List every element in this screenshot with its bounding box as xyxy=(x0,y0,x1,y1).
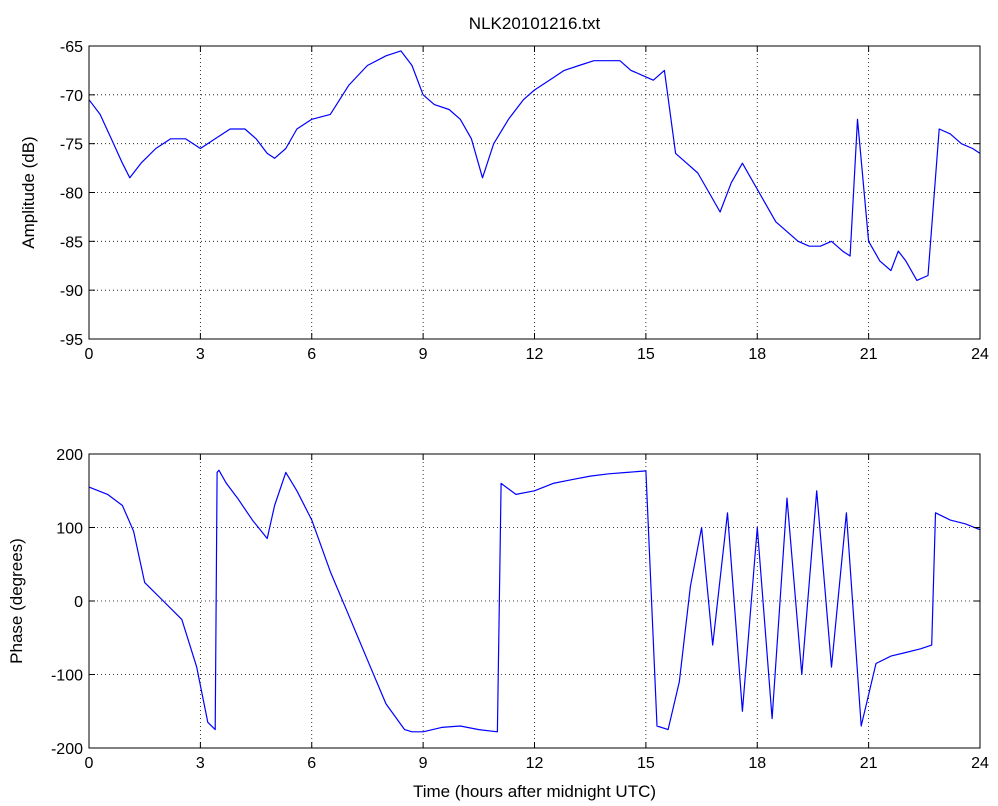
x-tick-label: 9 xyxy=(419,755,428,772)
x-tick-label: 12 xyxy=(526,346,544,363)
x-axis-label: Time (hours after midnight UTC) xyxy=(413,782,656,801)
x-tick-label: 12 xyxy=(526,755,544,772)
y-tick-label: -90 xyxy=(60,283,83,300)
x-tick-label: 18 xyxy=(748,346,766,363)
y-tick-label: -75 xyxy=(60,137,83,154)
y-tick-label: 100 xyxy=(56,521,83,538)
x-tick-label: 15 xyxy=(637,755,655,772)
amplitude-plot: 0 3 6 9 12 15 18 21 24 -95 -90 -85 -80 -75 -70 -65 NLK20… xyxy=(19,14,989,363)
x-tick-label: 3 xyxy=(196,755,205,772)
phase-plot: 0 3 6 9 12 15 18 21 24 -200 -100 0 100 200 Phase (degr… xyxy=(7,447,989,801)
y-tick-label: -80 xyxy=(60,186,83,203)
x-tick-label: 21 xyxy=(860,346,878,363)
x-tick-label: 24 xyxy=(971,346,989,363)
y-axis-label: Phase (degrees) xyxy=(7,538,26,664)
x-tick-label: 24 xyxy=(971,755,989,772)
y-tick-label: 200 xyxy=(56,447,83,464)
chart-title: NLK20101216.txt xyxy=(469,14,601,33)
y-tick-label: -95 xyxy=(60,332,83,349)
series-line xyxy=(88,469,981,733)
y-tick-label: -200 xyxy=(51,741,83,758)
series-line xyxy=(88,50,981,281)
y-axis-label: Amplitude (dB) xyxy=(19,136,38,248)
x-tick-label: 6 xyxy=(307,346,316,363)
x-tick-label: 9 xyxy=(419,346,428,363)
y-tick-label: -65 xyxy=(60,39,83,56)
y-tick-label: -70 xyxy=(60,88,83,105)
y-tick-label: -85 xyxy=(60,234,83,251)
x-tick-label: 0 xyxy=(85,755,94,772)
x-tick-label: 18 xyxy=(748,755,766,772)
y-tick-label: 0 xyxy=(74,594,83,611)
x-tick-label: 0 xyxy=(85,346,94,363)
x-tick-label: 15 xyxy=(637,346,655,363)
x-tick-label: 21 xyxy=(860,755,878,772)
x-tick-label: 6 xyxy=(307,755,316,772)
y-tick-label: -100 xyxy=(51,668,83,685)
x-tick-label: 3 xyxy=(196,346,205,363)
